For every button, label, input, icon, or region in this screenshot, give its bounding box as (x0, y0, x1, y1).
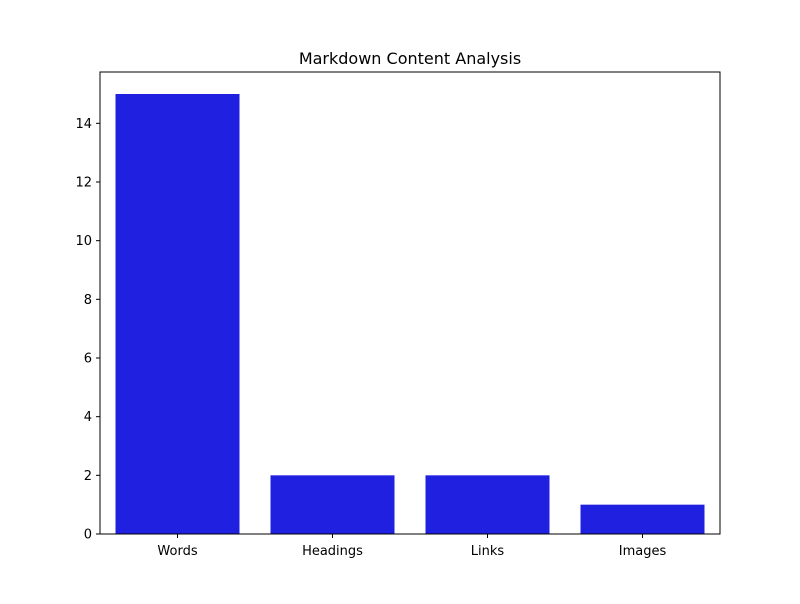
x-tick-label: Words (157, 544, 197, 559)
y-tick-label: 8 (84, 293, 92, 308)
y-tick-label: 12 (75, 176, 92, 191)
plot-frame (99, 71, 721, 535)
bar-headings (270, 475, 395, 534)
x-axis: Words Headings Links Images (157, 534, 666, 559)
bar-images (580, 504, 705, 534)
bars-layer (115, 94, 705, 534)
bar-words (115, 94, 240, 534)
x-tick-label: Links (471, 544, 505, 559)
x-tick-label: Images (619, 544, 667, 559)
chart-title: Markdown Content Analysis (299, 49, 521, 68)
x-tick-label: Headings (302, 544, 363, 559)
y-tick-label: 4 (84, 410, 92, 425)
y-tick-label: 6 (84, 352, 92, 367)
bar-links (425, 475, 550, 534)
y-tick-label: 0 (84, 528, 92, 543)
y-tick-label: 10 (75, 234, 92, 249)
y-tick-label: 14 (75, 117, 92, 132)
y-axis: 0 2 4 6 8 10 12 14 (75, 117, 100, 543)
y-tick-label: 2 (84, 469, 92, 484)
